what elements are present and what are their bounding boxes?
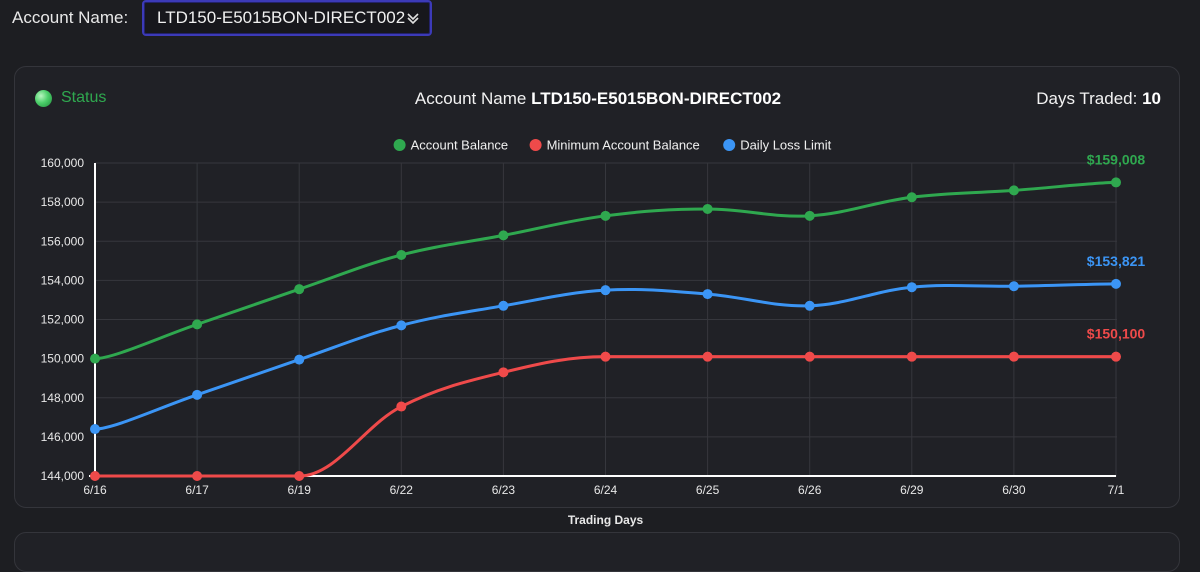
x-tick-label: 6/23 xyxy=(492,483,516,497)
data-point[interactable] xyxy=(804,210,815,221)
x-axis-title: Trading Days xyxy=(568,513,644,527)
data-point[interactable] xyxy=(600,285,611,296)
legend-label: Daily Loss Limit xyxy=(740,138,831,153)
data-point[interactable] xyxy=(498,230,509,241)
balance-line-chart: 144,000 146,000 148,000 150,000 152,000 154,0… xyxy=(41,138,1146,528)
x-tick-label: 6/26 xyxy=(798,483,822,497)
y-tick-label: 154,000 xyxy=(41,273,85,287)
data-point[interactable] xyxy=(192,389,203,400)
data-point[interactable] xyxy=(396,401,407,412)
data-point[interactable] xyxy=(804,351,815,362)
series-account-balance: $159,008 xyxy=(90,151,1146,364)
y-tick-label: 150,000 xyxy=(41,352,85,366)
y-tick-label: 148,000 xyxy=(41,391,85,405)
data-point[interactable] xyxy=(498,367,509,378)
legend-label: Minimum Account Balance xyxy=(547,138,700,153)
data-point[interactable] xyxy=(192,471,203,481)
x-tick-label: 6/22 xyxy=(390,483,414,497)
data-point[interactable] xyxy=(192,319,203,330)
legend-marker-icon xyxy=(529,139,542,151)
chart-legend[interactable]: Account Balance Minimum Account Balance Da… xyxy=(393,138,832,153)
x-tick-label: 6/24 xyxy=(594,483,618,497)
chart-series: $159,008 $150,100 $153,821 xyxy=(90,151,1145,481)
series-end-label: $153,821 xyxy=(1087,253,1146,269)
data-point[interactable] xyxy=(294,471,305,481)
days-traded: Days Traded: 10 xyxy=(1036,89,1161,109)
series-daily-loss-limit: $153,821 xyxy=(90,253,1146,435)
legend-item[interactable]: Account Balance xyxy=(393,138,509,153)
data-point[interactable] xyxy=(90,353,100,364)
data-point[interactable] xyxy=(1111,351,1121,362)
status-dot-icon xyxy=(35,89,52,107)
account-select-value: LTD150-E5015BON-DIRECT002 xyxy=(157,8,406,27)
data-point[interactable] xyxy=(294,354,305,365)
y-tick-label: 152,000 xyxy=(41,313,85,327)
x-tick-label: 6/30 xyxy=(1002,483,1026,497)
series-minimum-account-balance: $150,100 xyxy=(90,326,1145,481)
data-point[interactable] xyxy=(804,300,815,311)
x-tick-label: 6/29 xyxy=(900,483,924,497)
data-point[interactable] xyxy=(90,471,100,481)
status-indicator: Status xyxy=(35,89,106,107)
data-point[interactable] xyxy=(396,320,407,331)
chart-grid xyxy=(94,162,1117,477)
data-point[interactable] xyxy=(702,351,713,362)
series-end-label: $150,100 xyxy=(1087,326,1146,342)
legend-marker-icon xyxy=(393,139,406,151)
legend-marker-icon xyxy=(723,139,736,151)
data-point[interactable] xyxy=(702,203,713,214)
card-title: Account Name LTD150-E5015BON-DIRECT002 xyxy=(15,89,1181,109)
x-tick-label: 6/17 xyxy=(185,483,209,497)
data-point[interactable] xyxy=(1008,185,1019,196)
data-point[interactable] xyxy=(396,249,407,260)
data-point[interactable] xyxy=(90,424,100,435)
legend-item[interactable]: Minimum Account Balance xyxy=(529,138,700,153)
data-point[interactable] xyxy=(1008,281,1019,292)
days-traded-label: Days Traded: xyxy=(1036,89,1143,108)
chevron-down-icon xyxy=(407,13,419,25)
data-point[interactable] xyxy=(294,284,305,295)
days-traded-value: 10 xyxy=(1142,89,1161,108)
y-tick-label: 160,000 xyxy=(41,156,85,170)
data-point[interactable] xyxy=(1111,278,1121,289)
data-point[interactable] xyxy=(1008,351,1019,362)
x-tick-label: 6/25 xyxy=(696,483,720,497)
chart-axes: 144,000 146,000 148,000 150,000 152,000 154,0… xyxy=(41,156,1125,497)
data-point[interactable] xyxy=(600,351,611,362)
status-label: Status xyxy=(61,89,107,106)
legend-item[interactable]: Daily Loss Limit xyxy=(723,138,832,153)
account-selector-bar: Account Name: LTD150-E5015BON-DIRECT002 xyxy=(0,0,1200,40)
data-point[interactable] xyxy=(498,300,509,311)
card-title-prefix: Account Name xyxy=(414,89,532,108)
series-end-label: $159,008 xyxy=(1087,151,1146,167)
x-tick-label: 6/19 xyxy=(288,483,312,497)
y-tick-label: 156,000 xyxy=(41,234,85,248)
y-tick-label: 144,000 xyxy=(41,469,85,483)
account-name-label: Account Name: xyxy=(12,8,129,27)
data-point[interactable] xyxy=(906,192,917,203)
x-tick-label: 6/16 xyxy=(83,483,107,497)
x-tick-label: 7/1 xyxy=(1108,483,1125,497)
data-point[interactable] xyxy=(906,351,917,362)
data-point[interactable] xyxy=(906,282,917,293)
account-select-dropdown[interactable]: LTD150-E5015BON-DIRECT002 xyxy=(142,0,432,36)
data-point[interactable] xyxy=(1111,177,1121,188)
y-tick-label: 158,000 xyxy=(41,195,85,209)
legend-label: Account Balance xyxy=(411,138,509,153)
data-point[interactable] xyxy=(702,289,713,300)
data-point[interactable] xyxy=(600,210,611,221)
y-tick-label: 146,000 xyxy=(41,430,85,444)
card-title-account: LTD150-E5015BON-DIRECT002 xyxy=(531,89,782,108)
